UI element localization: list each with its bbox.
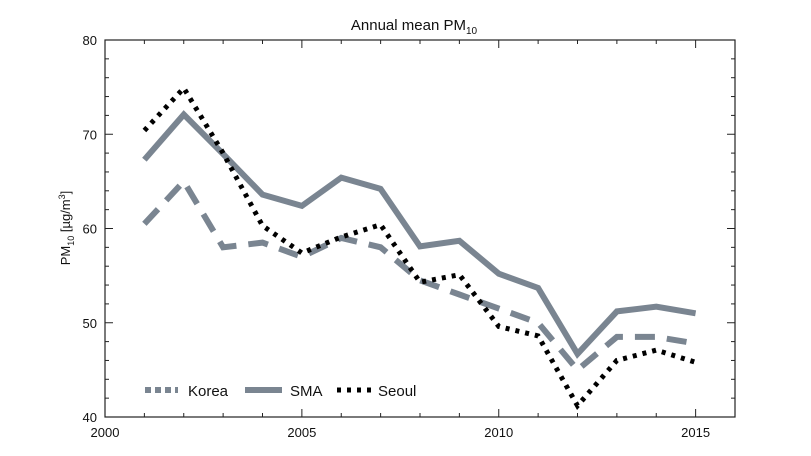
x-tick-label: 2000	[91, 425, 120, 440]
y-tick-label: 60	[83, 222, 97, 237]
y-axis-label-subscript: 10	[66, 236, 76, 246]
y-tick-label: 80	[83, 33, 97, 48]
x-tick-label: 2005	[287, 425, 316, 440]
legend-label-korea: Korea	[188, 383, 229, 400]
y-tick-label: 50	[83, 316, 97, 331]
y-axis-label-main: PM	[58, 246, 73, 266]
series-line-korea	[142, 176, 697, 375]
y-axis-label: PM10 [µg/m3]	[57, 191, 76, 266]
axis-ticks: 2000 2005 2010 2015 40 50 60 70 80	[83, 33, 735, 440]
chart-title-main: Annual mean PM	[351, 17, 466, 34]
series-line-sma	[142, 110, 697, 359]
y-axis-label-unit-superscript: 3	[57, 194, 67, 199]
y-tick-label: 40	[83, 410, 97, 425]
chart-title: Annual mean PM10	[351, 17, 478, 37]
legend-label-sma: SMA	[290, 383, 323, 400]
y-axis-label-unit: [µg/m	[58, 199, 73, 235]
chart-title-subscript: 10	[466, 26, 478, 37]
plot-area-frame	[104, 39, 736, 418]
series-line-seoul	[142, 83, 697, 411]
x-tick-label: 2010	[484, 425, 513, 440]
legend-label-seoul: Seoul	[378, 383, 416, 400]
legend: Korea SMA Seoul	[145, 383, 416, 400]
data-series	[142, 83, 697, 411]
y-tick-label: 70	[83, 127, 97, 142]
y-axis-label-unit-close: ]	[58, 191, 73, 195]
x-tick-label: 2015	[681, 425, 710, 440]
